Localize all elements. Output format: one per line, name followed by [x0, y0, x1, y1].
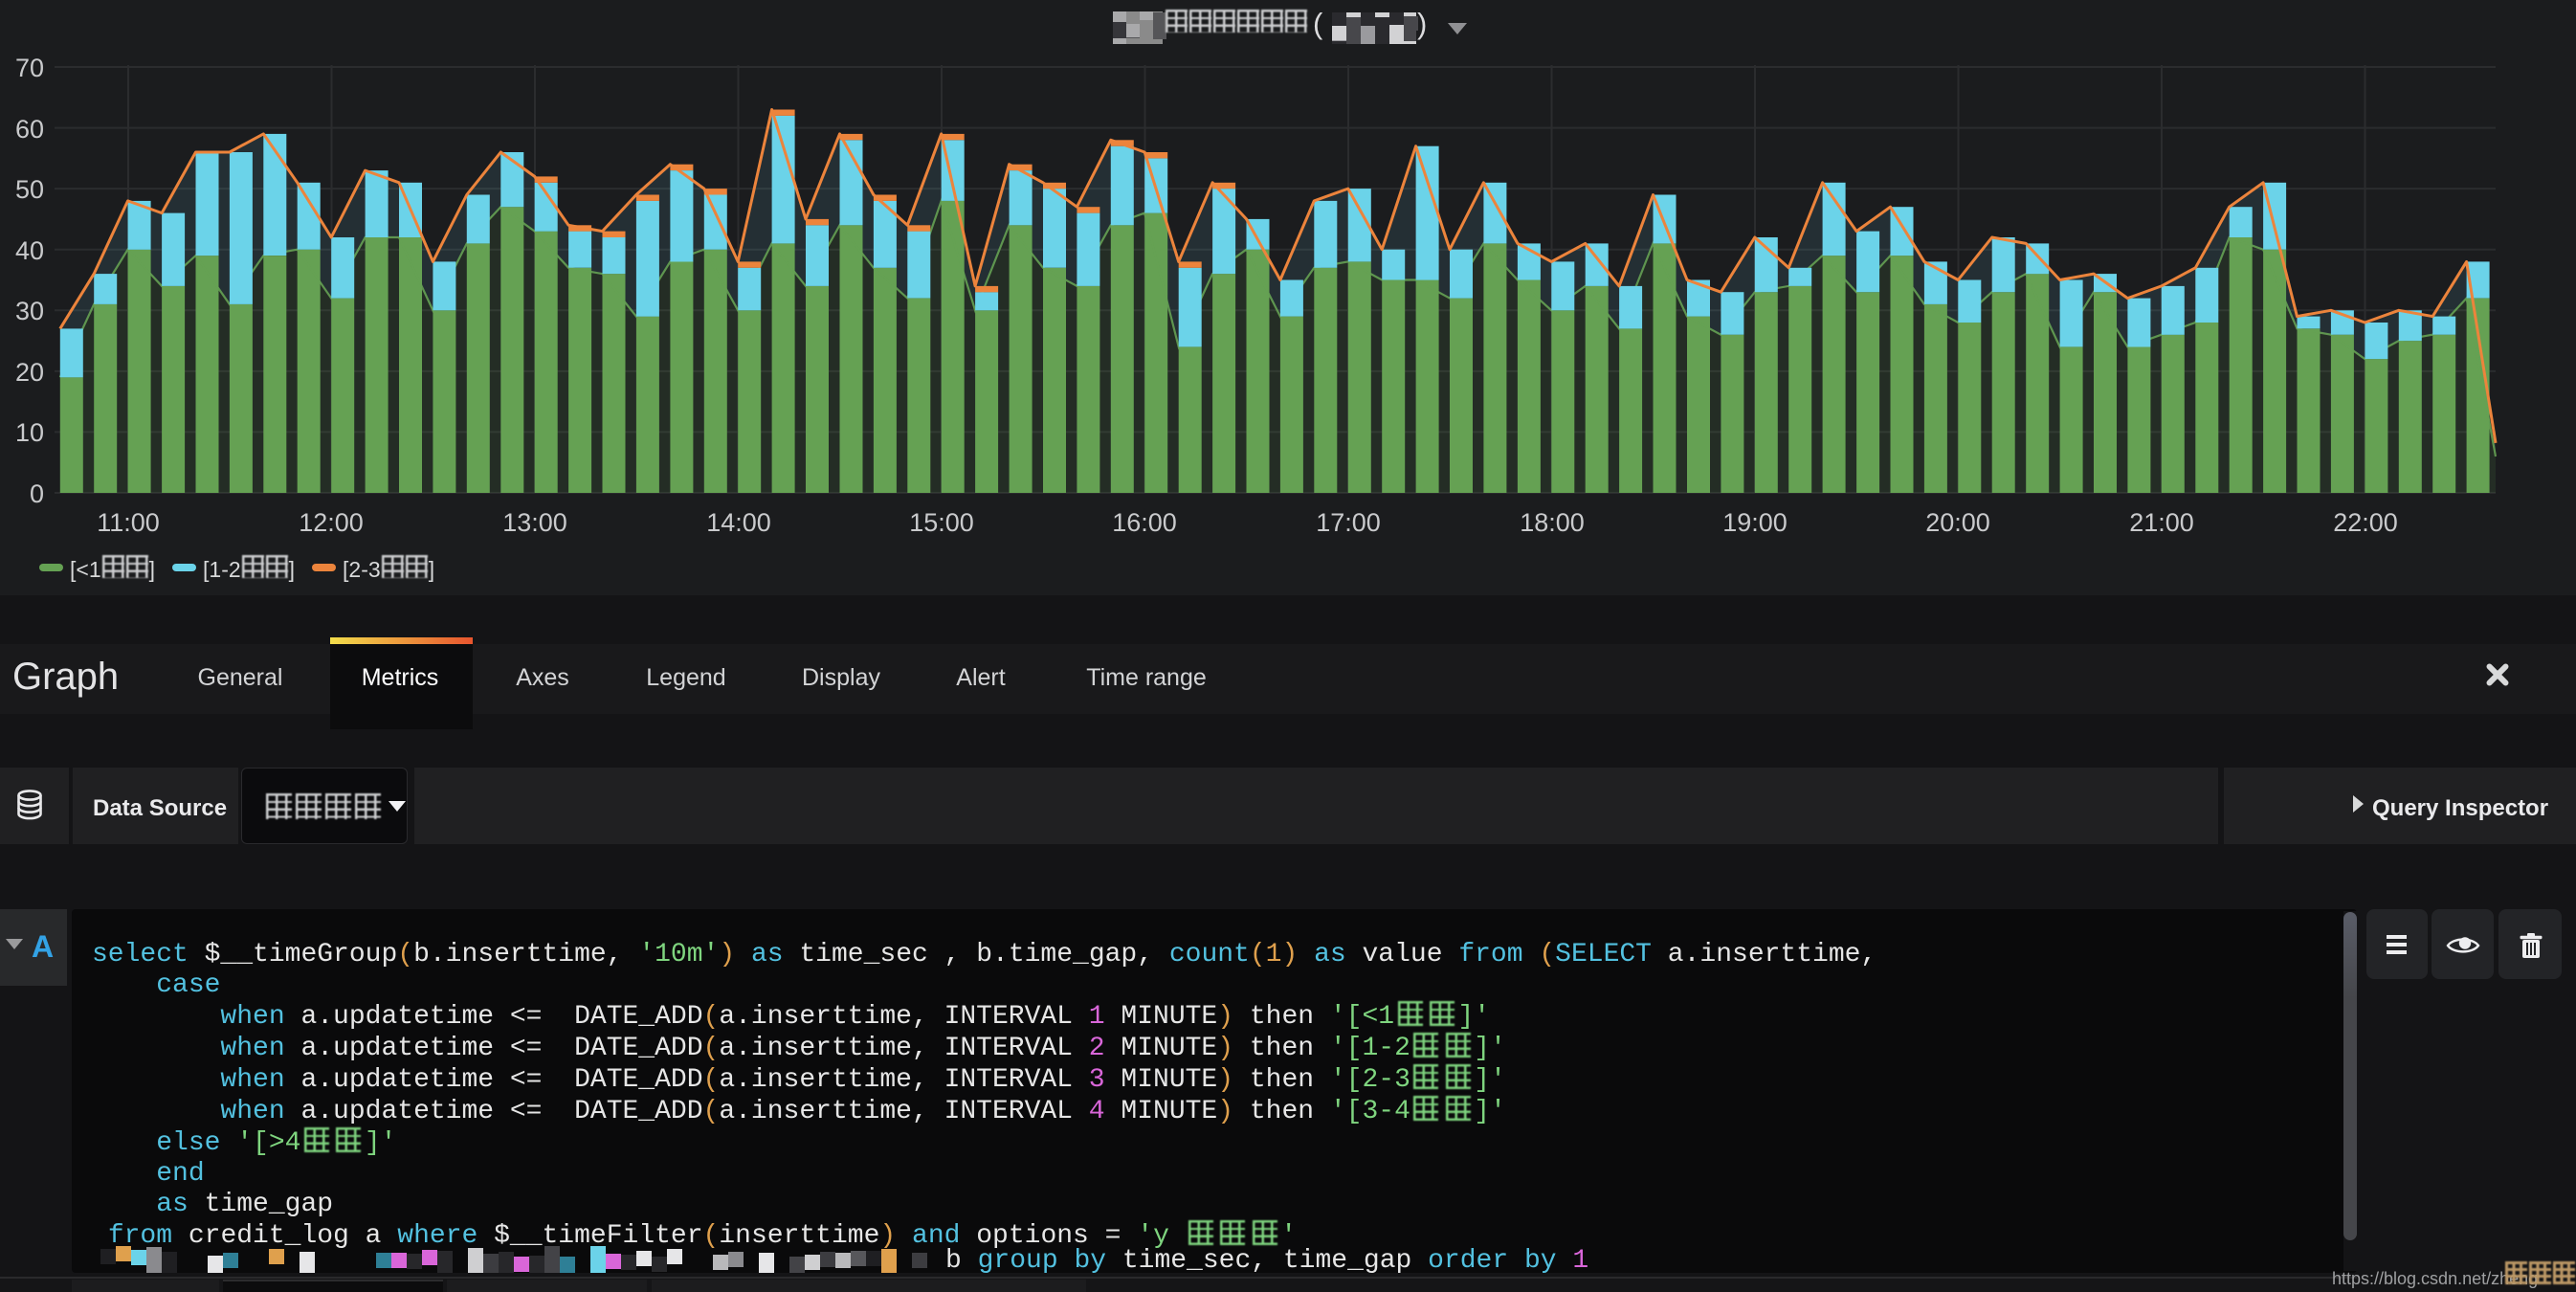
- svg-text:70: 70: [15, 54, 44, 82]
- svg-text:13:00: 13:00: [502, 508, 567, 537]
- svg-text:0: 0: [30, 479, 44, 508]
- svg-text:30: 30: [15, 297, 44, 325]
- svg-text:14:00: 14:00: [706, 508, 771, 537]
- svg-text:16:00: 16:00: [1112, 508, 1177, 537]
- svg-text:22:00: 22:00: [2333, 508, 2398, 537]
- svg-text:15:00: 15:00: [909, 508, 974, 537]
- svg-text:40: 40: [15, 236, 44, 265]
- svg-text:10: 10: [15, 418, 44, 447]
- svg-text:21:00: 21:00: [2129, 508, 2194, 537]
- svg-text:12:00: 12:00: [299, 508, 364, 537]
- svg-text:20:00: 20:00: [1925, 508, 1990, 537]
- svg-text:50: 50: [15, 175, 44, 204]
- svg-text:11:00: 11:00: [97, 508, 160, 537]
- svg-text:17:00: 17:00: [1316, 508, 1381, 537]
- svg-text:19:00: 19:00: [1722, 508, 1788, 537]
- svg-text:60: 60: [15, 115, 44, 144]
- svg-text:20: 20: [15, 358, 44, 387]
- svg-text:18:00: 18:00: [1520, 508, 1585, 537]
